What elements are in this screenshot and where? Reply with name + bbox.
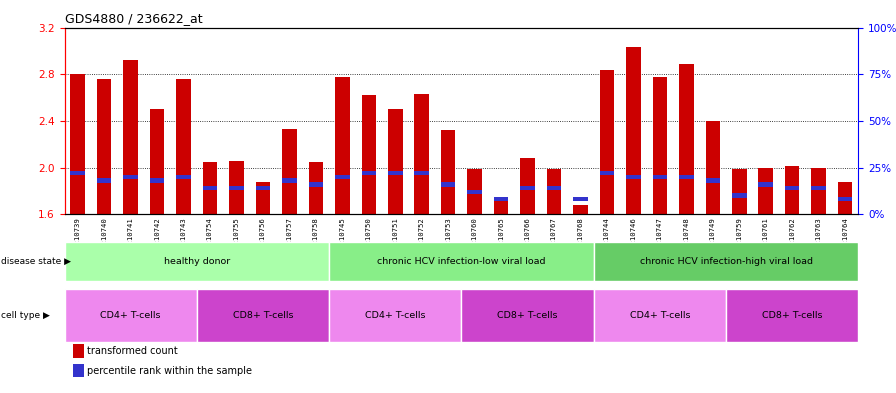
- Bar: [282, 129, 297, 214]
- Text: CD8+ T-cells: CD8+ T-cells: [233, 311, 293, 320]
- Bar: [521, 158, 535, 214]
- Bar: [705, 121, 720, 214]
- Text: CD4+ T-cells: CD4+ T-cells: [365, 311, 426, 320]
- Text: chronic HCV infection-low viral load: chronic HCV infection-low viral load: [377, 257, 546, 266]
- Bar: [838, 197, 852, 202]
- Text: disease state ▶: disease state ▶: [1, 257, 71, 266]
- Text: percentile rank within the sample: percentile rank within the sample: [87, 365, 252, 376]
- Text: CD8+ T-cells: CD8+ T-cells: [497, 311, 558, 320]
- Bar: [329, 242, 594, 281]
- Bar: [388, 109, 402, 214]
- Bar: [177, 174, 191, 179]
- Bar: [785, 166, 799, 214]
- Bar: [150, 178, 164, 183]
- Bar: [468, 169, 482, 214]
- Bar: [726, 289, 858, 342]
- Bar: [626, 47, 641, 214]
- Bar: [626, 174, 641, 179]
- Bar: [521, 186, 535, 190]
- Text: cell type ▶: cell type ▶: [1, 311, 50, 320]
- Bar: [177, 79, 191, 214]
- Bar: [71, 171, 85, 175]
- Bar: [335, 174, 349, 179]
- Bar: [652, 174, 668, 179]
- Bar: [362, 95, 376, 214]
- Bar: [494, 200, 508, 214]
- Bar: [759, 167, 773, 214]
- Bar: [494, 197, 508, 202]
- Text: GDS4880 / 236622_at: GDS4880 / 236622_at: [65, 12, 202, 25]
- Text: chronic HCV infection-high viral load: chronic HCV infection-high viral load: [640, 257, 813, 266]
- Bar: [599, 70, 615, 214]
- Bar: [679, 64, 694, 214]
- Bar: [547, 186, 561, 190]
- Bar: [124, 174, 138, 179]
- Bar: [308, 182, 323, 187]
- Bar: [229, 160, 244, 214]
- Bar: [329, 289, 461, 342]
- Bar: [282, 178, 297, 183]
- Bar: [732, 169, 746, 214]
- Bar: [71, 74, 85, 214]
- Bar: [594, 289, 726, 342]
- Text: healthy donor: healthy donor: [164, 257, 230, 266]
- Bar: [594, 242, 858, 281]
- Bar: [308, 162, 323, 214]
- Bar: [150, 109, 164, 214]
- Bar: [705, 178, 720, 183]
- Bar: [124, 60, 138, 214]
- Bar: [785, 186, 799, 190]
- Bar: [573, 197, 588, 202]
- Bar: [679, 174, 694, 179]
- Bar: [255, 186, 271, 190]
- Bar: [461, 289, 594, 342]
- Bar: [97, 178, 111, 183]
- Bar: [599, 171, 615, 175]
- Bar: [415, 94, 429, 214]
- Bar: [362, 171, 376, 175]
- Bar: [229, 186, 244, 190]
- Bar: [335, 77, 349, 214]
- Text: CD4+ T-cells: CD4+ T-cells: [100, 311, 161, 320]
- Bar: [468, 189, 482, 194]
- Bar: [441, 182, 455, 187]
- Bar: [255, 182, 271, 214]
- Text: CD4+ T-cells: CD4+ T-cells: [630, 311, 690, 320]
- Text: CD8+ T-cells: CD8+ T-cells: [762, 311, 823, 320]
- Bar: [573, 205, 588, 214]
- Bar: [732, 193, 746, 198]
- Text: transformed count: transformed count: [87, 346, 177, 356]
- Bar: [652, 77, 668, 214]
- Bar: [441, 130, 455, 214]
- Bar: [415, 171, 429, 175]
- Bar: [838, 182, 852, 214]
- Bar: [65, 242, 329, 281]
- Bar: [202, 162, 218, 214]
- Bar: [97, 79, 111, 214]
- Bar: [759, 182, 773, 187]
- Bar: [547, 169, 561, 214]
- Bar: [388, 171, 402, 175]
- Bar: [812, 167, 826, 214]
- Bar: [65, 289, 197, 342]
- Bar: [812, 186, 826, 190]
- Bar: [197, 289, 329, 342]
- Bar: [202, 186, 218, 190]
